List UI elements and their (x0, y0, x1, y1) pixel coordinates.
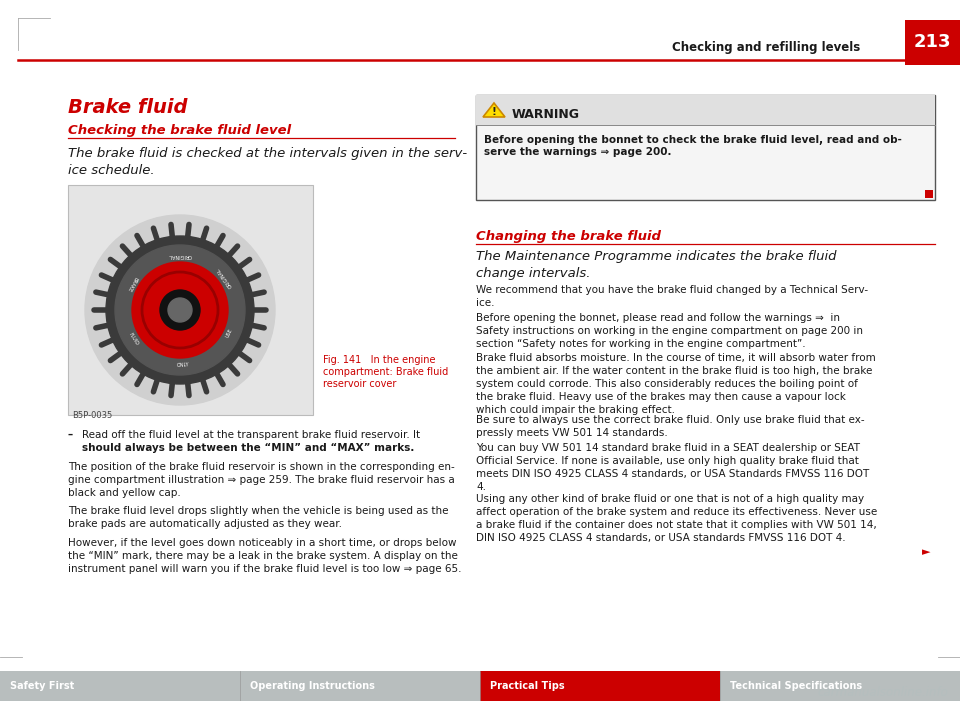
Text: Safety First: Safety First (10, 681, 74, 691)
Text: ►: ► (922, 547, 930, 557)
Text: !: ! (492, 107, 496, 117)
Text: Brake fluid: Brake fluid (68, 98, 187, 117)
Polygon shape (483, 103, 505, 117)
Text: serve the warnings ⇒ page 200.: serve the warnings ⇒ page 200. (484, 147, 671, 157)
Text: The position of the brake fluid reservoir is shown in the corresponding en-
gine: The position of the brake fluid reservoi… (68, 462, 455, 498)
Text: 213: 213 (913, 33, 950, 51)
Bar (476, 95, 935, 200)
Text: Brake fluid absorbs moisture. In the course of time, it will absorb water from
t: Brake fluid absorbs moisture. In the cou… (476, 353, 876, 415)
Text: Changing the brake fluid: Changing the brake fluid (476, 230, 661, 243)
Circle shape (115, 245, 245, 375)
Text: Checking the brake fluid level: Checking the brake fluid level (68, 124, 291, 137)
Text: should always be between the “MIN” and “MAX” marks.: should always be between the “MIN” and “… (82, 443, 415, 453)
Bar (476, 95, 935, 125)
Text: Before opening the bonnet to check the brake fluid level, read and ob-: Before opening the bonnet to check the b… (484, 135, 901, 145)
Bar (240, 671, 480, 701)
Text: carmanualsonline.info: carmanualsonline.info (817, 686, 948, 700)
Circle shape (85, 215, 275, 405)
Text: B5P-0035: B5P-0035 (72, 411, 112, 420)
Circle shape (106, 236, 254, 384)
Bar (0, 671, 240, 701)
Text: –: – (68, 430, 73, 440)
Text: The brake fluid is checked at the intervals given in the serv-
ice schedule.: The brake fluid is checked at the interv… (68, 147, 468, 177)
Text: The brake fluid level drops slightly when the vehicle is being used as the
brake: The brake fluid level drops slightly whe… (68, 506, 448, 529)
Text: Checking and refilling levels: Checking and refilling levels (672, 41, 860, 55)
Text: compartment: Brake fluid: compartment: Brake fluid (323, 367, 448, 377)
Bar (68, 185, 313, 415)
Text: Using any other kind of brake fluid or one that is not of a high quality may
aff: Using any other kind of brake fluid or o… (476, 494, 877, 543)
Bar (720, 671, 960, 701)
Text: Fig. 141   In the engine: Fig. 141 In the engine (323, 355, 436, 365)
Text: ONLY: ONLY (177, 362, 190, 368)
Text: Read off the fluid level at the transparent brake fluid reservoir. It: Read off the fluid level at the transpar… (82, 430, 420, 440)
Text: However, if the level goes down noticeably in a short time, or drops below
the “: However, if the level goes down noticeab… (68, 538, 462, 574)
Text: WARNING: WARNING (512, 109, 580, 121)
Bar (925, 190, 933, 198)
Text: The Maintenance Programme indicates the brake fluid
change intervals.: The Maintenance Programme indicates the … (476, 250, 836, 280)
Circle shape (168, 298, 192, 322)
Text: Technical Specifications: Technical Specifications (730, 681, 862, 691)
Text: We recommend that you have the brake fluid changed by a Technical Serv-
ice.: We recommend that you have the brake flu… (476, 285, 868, 308)
Circle shape (160, 290, 200, 330)
Circle shape (132, 262, 228, 358)
Text: FLUID: FLUID (128, 332, 139, 347)
Text: ORIGINAL: ORIGINAL (215, 266, 233, 289)
Text: You can buy VW 501 14 standard brake fluid in a SEAT dealership or SEAT
Official: You can buy VW 501 14 standard brake flu… (476, 443, 869, 492)
Text: ORIGINAL: ORIGINAL (168, 252, 192, 257)
Bar (480, 671, 720, 701)
Text: USE: USE (226, 328, 234, 339)
Text: Be sure to always use the correct brake fluid. Only use brake fluid that ex-
pre: Be sure to always use the correct brake … (476, 415, 865, 438)
Text: Operating Instructions: Operating Instructions (250, 681, 374, 691)
Text: reservoir cover: reservoir cover (323, 379, 396, 389)
Bar (905, 20, 960, 65)
Text: BRAKE: BRAKE (126, 275, 138, 292)
Text: Practical Tips: Practical Tips (490, 681, 564, 691)
Text: Before opening the bonnet, please read and follow the warnings ⇒  in
Safety inst: Before opening the bonnet, please read a… (476, 313, 863, 349)
